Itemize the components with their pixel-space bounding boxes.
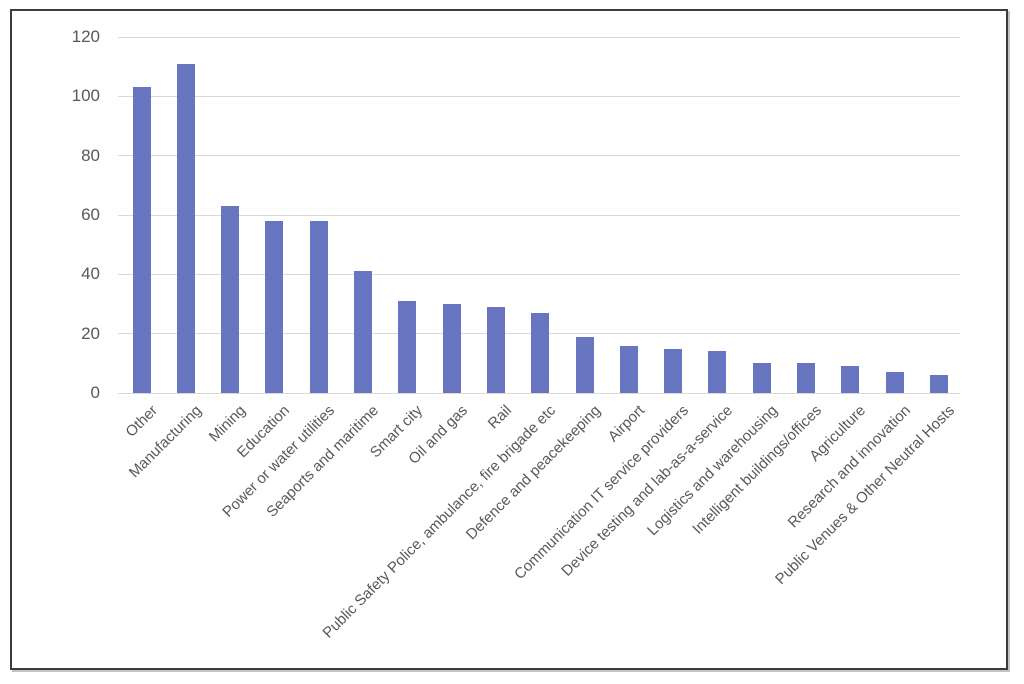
gridline xyxy=(118,95,960,97)
y-tick-label: 60 xyxy=(81,205,100,224)
bar-seaports-and-maritime xyxy=(354,271,372,393)
bar-logistics-and-warehousing xyxy=(752,363,771,393)
y-tick-label: 40 xyxy=(81,264,100,284)
bar-public-venues-other-neutral-hosts xyxy=(929,375,948,393)
bar-manufacturing xyxy=(176,63,195,393)
y-tick-label: 100 xyxy=(71,86,100,106)
bar-intelligent-buildings-offices xyxy=(797,363,815,393)
y-tick-label: 80 xyxy=(81,145,100,165)
bar-education xyxy=(265,220,284,393)
bar-other xyxy=(132,87,151,393)
bar-agriculture xyxy=(841,366,860,393)
y-tick-label: 0 xyxy=(90,383,100,402)
bar-public-safety-police-ambulance-fire-brigade-etc xyxy=(531,312,550,393)
bar-power-or-water-utilities xyxy=(309,220,328,393)
gridline xyxy=(118,273,960,275)
y-tick-label: 20 xyxy=(81,323,100,343)
gridline xyxy=(118,214,960,216)
bar-research-and-innovation xyxy=(885,372,904,393)
figure-frame xyxy=(10,9,1008,670)
bar-oil-and-gas xyxy=(442,304,461,393)
bar-defence-and-peacekeeping xyxy=(575,336,594,393)
bar-rail xyxy=(486,306,505,393)
bar-airport xyxy=(619,345,638,393)
bar-communication-it-service-providers xyxy=(664,348,683,393)
gridline xyxy=(118,155,960,157)
gridline xyxy=(118,392,960,394)
gridline xyxy=(118,36,960,38)
bar-device-testing-and-lab-as-a-service xyxy=(708,351,727,393)
y-tick-label: 120 xyxy=(71,27,100,46)
bar-smart-city xyxy=(398,301,417,393)
bar-mining xyxy=(221,206,240,393)
